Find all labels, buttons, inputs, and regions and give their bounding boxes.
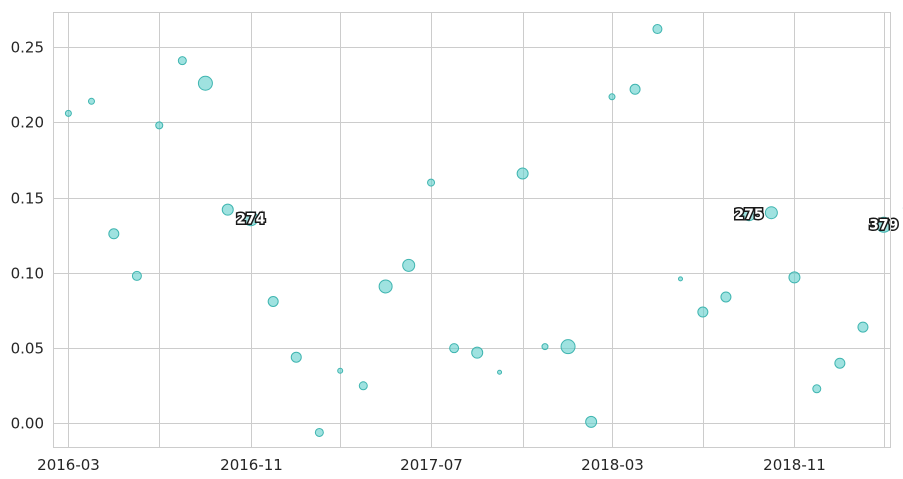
y-axis-tick-labels: 0.00 0.05 0.10 0.15 0.20 0.25 [11,39,44,433]
data-point [788,271,801,284]
data-point [449,343,460,354]
data-point [834,357,846,369]
x-tick-label: 2017-07 [400,456,463,474]
x-tick-label: 2016-11 [220,456,283,474]
data-point [177,56,187,66]
data-points [64,24,903,437]
data-point [243,211,259,227]
y-tick-label: 0.15 [11,190,44,208]
data-point [131,270,142,281]
x-tick-label: 2016-03 [37,456,100,474]
y-tick-label: 0.20 [11,114,44,132]
data-point [378,279,393,294]
data-point [678,276,684,282]
data-point [427,178,436,187]
data-point [221,203,234,216]
data-point [290,351,302,363]
data-point [402,258,416,272]
data-point [197,75,213,91]
plot-frame [53,12,891,448]
y-tick-label: 0.10 [11,265,44,283]
annotations: 274 275 379 [235,206,900,236]
data-point [155,121,164,130]
y-tick-label: 0.05 [11,340,44,358]
data-point [697,306,709,318]
data-point [87,97,95,105]
data-point [314,427,324,437]
data-point [358,381,368,391]
x-axis-tick-labels: 2016-03 2016-11 2017-07 2018-03 2018-11 [37,456,826,474]
data-point [64,109,72,117]
data-point [875,216,892,233]
data-point [108,228,120,240]
data-point [812,384,822,394]
point-annotation: 274 [236,212,265,228]
data-point [652,24,663,35]
data-point [497,369,503,375]
data-point [720,291,732,303]
data-point [629,83,641,95]
y-tick-label: 0.25 [11,39,44,57]
data-point [857,321,869,333]
point-annotation: 275 [734,207,763,223]
grid [53,12,891,448]
data-point [337,367,344,374]
data-point [267,295,279,307]
y-tick-label: 0.00 [11,415,44,433]
data-point [585,415,598,428]
data-point [608,93,616,101]
x-tick-label: 2018-03 [581,456,644,474]
data-point [560,339,576,355]
x-tick-label: 2018-11 [763,456,826,474]
data-point [541,343,549,351]
point-annotation: 379 [869,218,898,234]
data-point [516,167,529,180]
data-point [742,207,757,222]
data-point [471,346,484,359]
data-point [764,206,778,220]
